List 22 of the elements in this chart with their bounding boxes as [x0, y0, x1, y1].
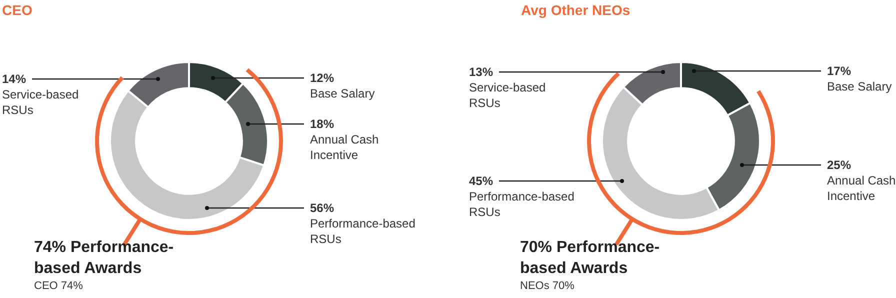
slice-label: Service-based RSUs: [469, 80, 546, 110]
slice-label: Annual Cash Incentive: [310, 132, 379, 162]
data-label: 18%: [310, 117, 334, 131]
chart-title: Avg Other NEOs: [521, 2, 630, 18]
slice-label: Performance-based RSUs: [310, 216, 416, 246]
slice-label: Annual Cash Incentive: [827, 174, 896, 204]
slice-label: Performance-based RSUs: [469, 190, 574, 220]
text: NEOs 70%: [520, 280, 575, 292]
data-label: 13%: [469, 65, 494, 79]
data-label: 17%: [827, 64, 852, 78]
data-label: 14%: [2, 72, 26, 86]
chart-title: CEO: [2, 2, 32, 18]
data-label: 25%: [827, 158, 852, 172]
data-label: 12%: [310, 71, 334, 85]
data-label: 56%: [310, 201, 334, 215]
slice-label: Base Salary: [827, 80, 892, 94]
text: 70% Performance-based Awards: [520, 239, 660, 277]
text: 74% Performance-based Awards: [34, 239, 174, 277]
slice-label: Service-based RSUs: [2, 88, 79, 118]
text: CEO 74%: [34, 280, 84, 292]
data-label: 45%: [469, 174, 494, 188]
slice-label: Base Salary: [310, 86, 375, 101]
